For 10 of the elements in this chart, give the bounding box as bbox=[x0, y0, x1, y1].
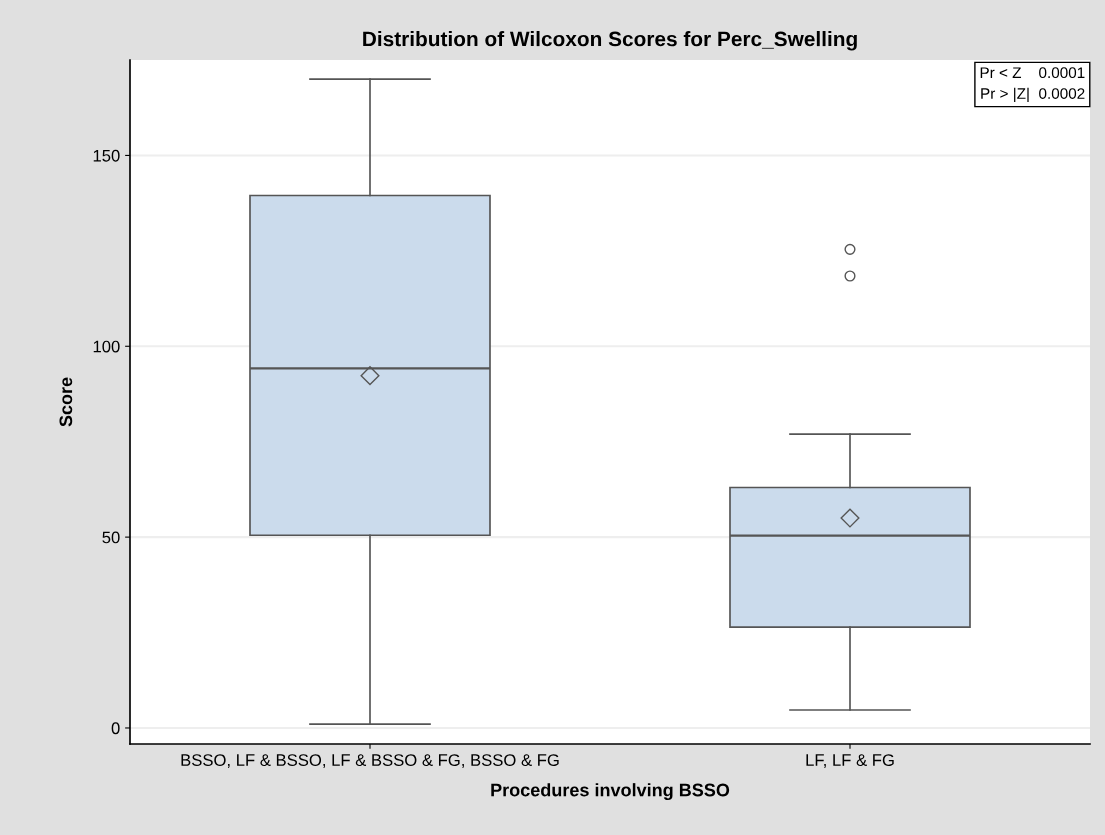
y-axis-title: Score bbox=[59, 377, 73, 427]
y-tick-label: 150 bbox=[93, 149, 120, 162]
x-tick-label: BSSO, LF & BSSO, LF & BSSO & FG, BSSO & FG bbox=[181, 754, 559, 768]
y-tick-label: 0 bbox=[111, 722, 120, 735]
y-tick-label: 50 bbox=[102, 531, 120, 544]
y-tick-label: 100 bbox=[93, 340, 120, 353]
x-tick-label: LF, LF & FG bbox=[806, 754, 894, 768]
chart-title: Distribution of Wilcoxon Scores for Perc_Swelling bbox=[363, 31, 857, 51]
annotation: Pr < Z 0.0001 Pr > |Z| 0.0002 bbox=[980, 67, 1085, 103]
x-axis-title: Procedures involving BSSO bbox=[491, 783, 730, 801]
